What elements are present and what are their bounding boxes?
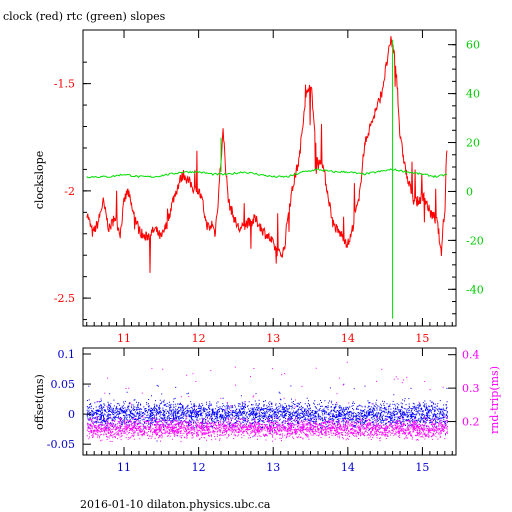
top-y2-tick-label: -20 <box>466 234 484 247</box>
bottom-y-tick-label: 0.05 <box>51 378 76 391</box>
top-x-tick-label: 12 <box>192 332 206 345</box>
bottom-x-ticks: 11 12 13 14 15 <box>86 348 453 474</box>
bottom-x-tick-label: 13 <box>266 461 280 474</box>
top-series <box>86 36 448 319</box>
series-points-offset <box>86 383 448 442</box>
bottom-chart-frame <box>82 347 457 456</box>
bottom-x-tick-label: 11 <box>117 461 131 474</box>
bottom-y-label: offset(ms) <box>33 374 46 430</box>
top-chart-frame <box>82 29 457 327</box>
bottom-y2-label: rnd-trip(ms) <box>488 366 501 434</box>
bottom-chart: 11 12 13 14 15 -0.05 0 0.05 0.1 0.2 0.3 0.4 offse… <box>33 347 501 474</box>
bottom-series <box>86 361 449 443</box>
series-line-rtc <box>86 168 448 179</box>
top-x-tick-label: 14 <box>341 332 355 345</box>
bottom-x-tick-label: 12 <box>192 461 206 474</box>
bottom-x-tick-label: 15 <box>415 461 429 474</box>
bottom-y-tick-label: -0.05 <box>47 438 75 451</box>
chart-title: clock (red) rtc (green) slopes <box>3 10 166 23</box>
top-y-tick-label: -2 <box>64 185 75 198</box>
series-line-clock <box>86 36 448 273</box>
top-y2-tick-label: 60 <box>466 39 480 52</box>
bottom-y-tick-label: 0.1 <box>58 348 76 361</box>
top-y2-ticks: -40 -20 0 20 40 60 <box>448 39 484 315</box>
bottom-y2-tick-label: 0.4 <box>462 349 480 362</box>
bottom-y2-ticks: 0.2 0.3 0.4 <box>448 349 480 429</box>
top-x-tick-label: 15 <box>415 332 429 345</box>
series-points-rndtrip <box>86 361 449 443</box>
top-y2-tick-label: 20 <box>466 137 480 150</box>
bottom-y2-tick-label: 0.3 <box>462 382 480 395</box>
top-x-tick-label: 11 <box>117 332 131 345</box>
top-y2-tick-label: 0 <box>466 185 473 198</box>
top-y-tick-label: -2.5 <box>54 292 75 305</box>
bottom-x-tick-label: 14 <box>341 461 355 474</box>
top-y-ticks: -2.5 -2 -1.5 <box>54 61 91 321</box>
top-x-tick-label: 13 <box>266 332 280 345</box>
top-y-label: clockslope <box>33 151 46 209</box>
top-chart: 11 12 13 14 15 -2.5 -2 -1.5 -40 -20 0 20 40 60 cloc… <box>33 29 484 345</box>
bottom-y2-tick-label: 0.2 <box>462 416 480 429</box>
top-y2-tick-label: 40 <box>466 88 480 101</box>
top-y-tick-label: -1.5 <box>54 78 75 91</box>
bottom-y-ticks: -0.05 0 0.05 0.1 <box>47 348 91 451</box>
footer-text: 2016-01-10 dilaton.physics.ubc.ca <box>80 498 271 511</box>
bottom-y-tick-label: 0 <box>68 408 75 421</box>
top-y2-tick-label: -40 <box>466 283 484 296</box>
top-x-ticks: 11 12 13 14 15 <box>86 30 453 345</box>
